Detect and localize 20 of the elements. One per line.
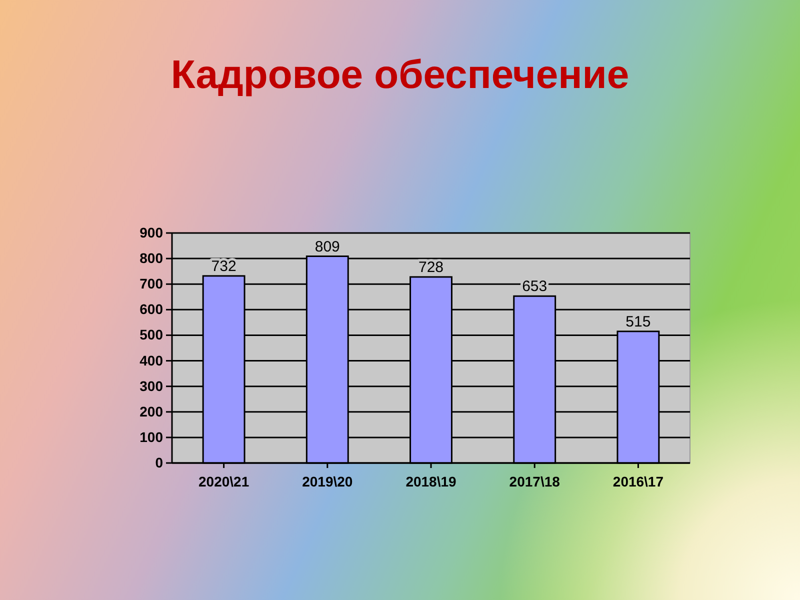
y-tick-label: 200 [140,403,164,420]
y-tick-label: 100 [140,428,164,445]
data-label: 728 [418,258,444,276]
x-tick-label: 2020\21 [198,473,250,490]
x-tick-label: 2016\17 [612,473,664,490]
y-tick-label: 0 [155,454,164,470]
y-tick-label: 700 [140,276,164,292]
data-label: 732 [211,258,236,275]
y-tick-label: 800 [140,250,164,266]
data-label: 809 [314,238,340,256]
data-label: 515 [626,313,651,330]
x-tick-label: 2019\20 [302,473,353,490]
x-tick-label: 2017\18 [509,473,560,490]
y-tick-label: 900 [140,224,164,240]
x-tick-label: 2018\19 [406,473,457,490]
chart-title: Кадровое обеспечение [170,53,630,97]
y-tick-label: 500 [140,326,164,343]
y-tick-label: 600 [140,301,164,318]
y-tick-label: 400 [140,352,164,368]
y-tick-label: 300 [140,378,164,394]
